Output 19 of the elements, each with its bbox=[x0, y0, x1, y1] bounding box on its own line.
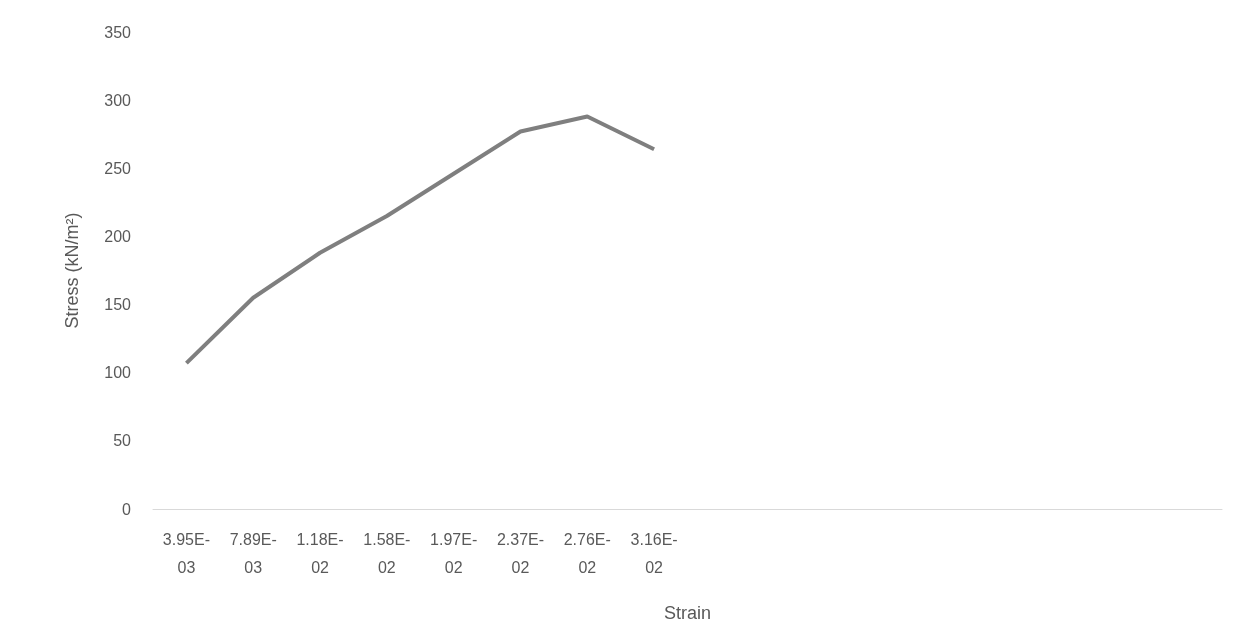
y-tick-label: 0 bbox=[122, 500, 132, 518]
y-tick-label: 100 bbox=[104, 364, 132, 382]
x-tick-label: 1.58E-02 bbox=[363, 530, 411, 576]
x-tick-label: 2.76E-02 bbox=[563, 530, 611, 576]
y-tick-label: 200 bbox=[104, 227, 132, 245]
x-tick-label: 7.89E-03 bbox=[229, 530, 277, 576]
x-tick-label: 2.37E-02 bbox=[496, 530, 545, 576]
y-tick-label: 150 bbox=[104, 296, 132, 314]
y-tick-label: 300 bbox=[104, 91, 132, 109]
x-axis-title: Strain bbox=[663, 603, 712, 623]
y-tick-label: 250 bbox=[104, 159, 132, 177]
y-tick-label: 350 bbox=[104, 23, 132, 41]
y-axis-title: Stress (kN/m²) bbox=[62, 212, 82, 329]
x-tick-label: 3.95E-03 bbox=[162, 530, 210, 576]
y-tick-label: 50 bbox=[113, 432, 132, 450]
x-tick-label: 1.97E-02 bbox=[430, 530, 478, 576]
line-series bbox=[184, 114, 657, 366]
x-tick-label: 3.16E-02 bbox=[630, 530, 678, 576]
x-tick-label: 1.18E-02 bbox=[296, 530, 344, 576]
